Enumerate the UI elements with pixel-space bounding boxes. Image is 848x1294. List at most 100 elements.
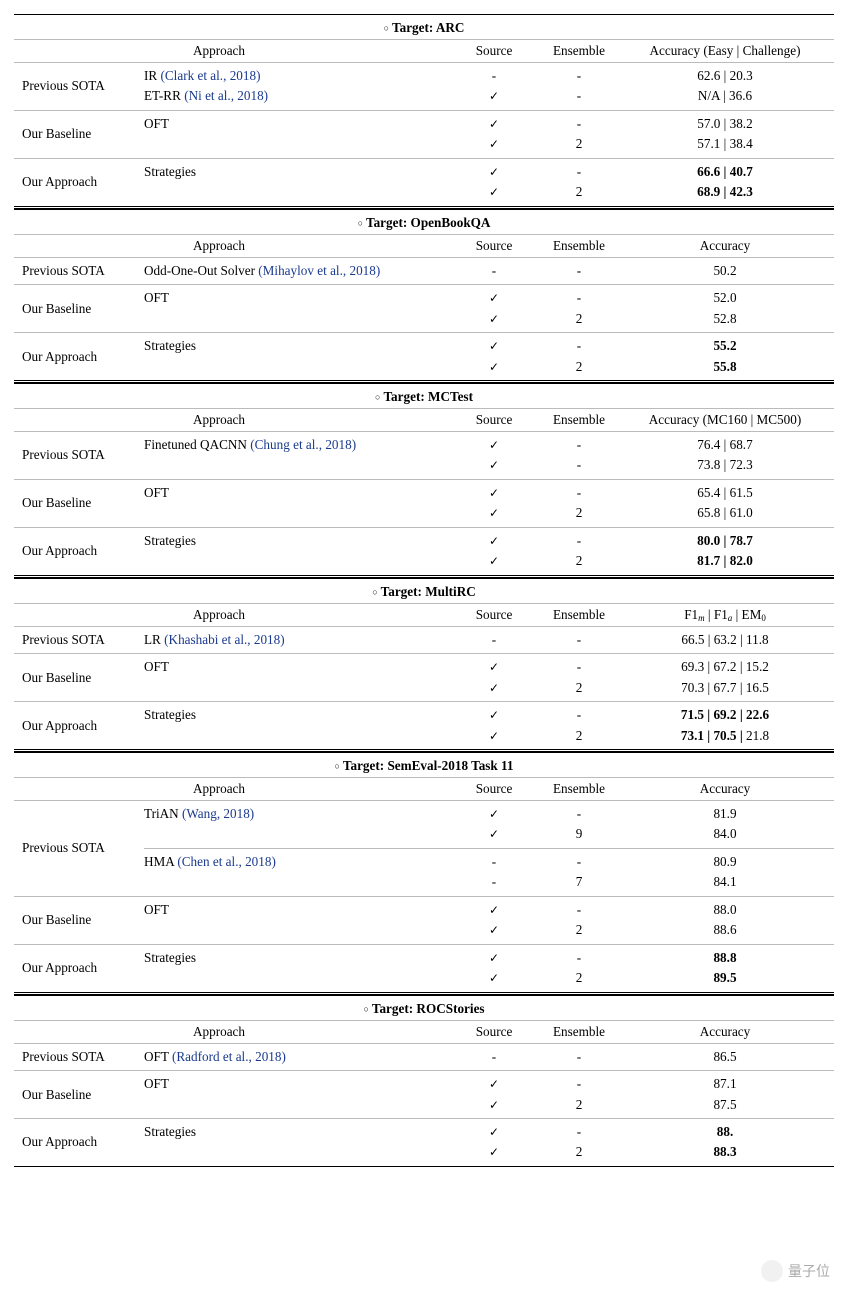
data-row: Strategies✓-88. [144, 1122, 834, 1142]
header-metric: F1m | F1a | EM0 [624, 607, 834, 623]
data-row: OFT✓-52.0 [144, 288, 834, 308]
data-row: ✓289.5 [144, 968, 834, 988]
metric-cell: 84.0 [624, 824, 834, 844]
approach-name: Strategies [144, 338, 196, 353]
ensemble-cell: - [534, 288, 624, 308]
header-source: Source [454, 238, 534, 254]
category-label: Our Approach [14, 349, 144, 365]
table-section: ○Target: MCTestApproachSourceEnsembleAcc… [14, 383, 834, 578]
category-group: Previous SOTAOFT (Radford et al., 2018)-… [14, 1044, 834, 1071]
rows-wrap: OFT✓-57.0 | 38.2✓257.1 | 38.4 [144, 114, 834, 155]
approach-cell: HMA (Chen et al., 2018) [144, 852, 454, 872]
category-group: Previous SOTAOdd-One-Out Solver (Mihaylo… [14, 258, 834, 285]
citation: (Chung et al., 2018) [250, 437, 356, 452]
ensemble-cell: - [534, 86, 624, 106]
source-cell: ✓ [454, 726, 534, 746]
source-cell: ✓ [454, 1142, 534, 1162]
source-cell: ✓ [454, 678, 534, 698]
metric-cell: 50.2 [624, 261, 834, 281]
approach-name: TriAN [144, 806, 182, 821]
header-source: Source [454, 607, 534, 623]
header-approach: Approach [14, 238, 424, 254]
approach-cell: Finetuned QACNN (Chung et al., 2018) [144, 435, 454, 455]
ensemble-cell: 2 [534, 968, 624, 988]
ensemble-cell: - [534, 948, 624, 968]
metric-cell: 57.1 | 38.4 [624, 134, 834, 154]
rows-wrap: IR (Clark et al., 2018)--62.6 | 20.3ET-R… [144, 66, 834, 107]
source-cell: ✓ [454, 551, 534, 571]
approach-cell: Odd-One-Out Solver (Mihaylov et al., 201… [144, 261, 454, 281]
approach-name: HMA [144, 854, 177, 869]
target-header: ○Target: MCTest [14, 383, 834, 408]
citation: (Radford et al., 2018) [172, 1049, 286, 1064]
data-row: Strategies✓-71.5 | 69.2 | 22.6 [144, 705, 834, 725]
category-label: Our Baseline [14, 1087, 144, 1103]
data-row: Odd-One-Out Solver (Mihaylov et al., 201… [144, 261, 834, 281]
rows-wrap: Finetuned QACNN (Chung et al., 2018)✓-76… [144, 435, 834, 476]
data-row: Finetuned QACNN (Chung et al., 2018)✓-76… [144, 435, 834, 455]
data-row: ✓265.8 | 61.0 [144, 503, 834, 523]
category-group: Our ApproachStrategies✓-55.2✓255.8 [14, 333, 834, 383]
category-group: Our BaselineOFT✓-69.3 | 67.2 | 15.2✓270.… [14, 654, 834, 702]
column-headers: ApproachSourceEnsembleAccuracy (MC160 | … [14, 408, 834, 432]
approach-name: Strategies [144, 164, 196, 179]
header-approach: Approach [14, 43, 424, 59]
metric-cell: 81.7 | 82.0 [624, 551, 834, 571]
target-header: ○Target: ROCStories [14, 995, 834, 1020]
data-row: ✓270.3 | 67.7 | 16.5 [144, 678, 834, 698]
table-section: ○Target: ROCStoriesApproachSourceEnsembl… [14, 995, 834, 1167]
citation: (Khashabi et al., 2018) [164, 632, 284, 647]
category-group: Previous SOTAFinetuned QACNN (Chung et a… [14, 432, 834, 480]
target-header: ○Target: OpenBookQA [14, 209, 834, 234]
header-ensemble: Ensemble [534, 43, 624, 59]
header-source: Source [454, 412, 534, 428]
header-metric: Accuracy [624, 781, 834, 797]
approach-name: OFT [144, 1049, 172, 1064]
ensemble-cell: 2 [534, 503, 624, 523]
data-row: Strategies✓-80.0 | 78.7 [144, 531, 834, 551]
header-ensemble: Ensemble [534, 412, 624, 428]
metric-cell: 52.8 [624, 309, 834, 329]
data-row: OFT✓-65.4 | 61.5 [144, 483, 834, 503]
ensemble-cell: - [534, 852, 624, 872]
category-label: Our Baseline [14, 670, 144, 686]
watermark: 量子位 [761, 1260, 830, 1282]
data-row: OFT✓-69.3 | 67.2 | 15.2 [144, 657, 834, 677]
ensemble-cell: - [534, 630, 624, 650]
ensemble-cell: 2 [534, 357, 624, 377]
metric-cell: 52.0 [624, 288, 834, 308]
data-row: IR (Clark et al., 2018)--62.6 | 20.3 [144, 66, 834, 86]
data-row: LR (Khashabi et al., 2018)--66.5 | 63.2 … [144, 630, 834, 650]
metric-cell: 55.2 [624, 336, 834, 356]
source-cell: - [454, 66, 534, 86]
source-cell: ✓ [454, 483, 534, 503]
subgroup: HMA (Chen et al., 2018)--80.9-784.1 [144, 849, 834, 896]
data-row: ✓281.7 | 82.0 [144, 551, 834, 571]
approach-cell: Strategies [144, 948, 454, 968]
approach-name: OFT [144, 902, 169, 917]
data-row: Strategies✓-55.2 [144, 336, 834, 356]
subgroup: TriAN (Wang, 2018)✓-81.9✓984.0 [144, 801, 834, 849]
header-metric: Accuracy [624, 1024, 834, 1040]
approach-name: ET-RR [144, 88, 184, 103]
data-row: ✓-73.8 | 72.3 [144, 455, 834, 475]
table-section: ○Target: SemEval-2018 Task 11ApproachSou… [14, 752, 834, 995]
approach-name: Finetuned QACNN [144, 437, 250, 452]
approach-cell: ET-RR (Ni et al., 2018) [144, 86, 454, 106]
citation: (Wang, 2018) [182, 806, 254, 821]
source-cell: ✓ [454, 503, 534, 523]
approach-cell: OFT [144, 1074, 454, 1094]
source-cell: ✓ [454, 455, 534, 475]
approach-cell: TriAN (Wang, 2018) [144, 804, 454, 824]
ensemble-cell: 2 [534, 134, 624, 154]
approach-cell: OFT [144, 114, 454, 134]
data-row: ✓268.9 | 42.3 [144, 182, 834, 202]
data-row: ET-RR (Ni et al., 2018)✓-N/A | 36.6 [144, 86, 834, 106]
ensemble-cell: - [534, 705, 624, 725]
category-group: Our BaselineOFT✓-65.4 | 61.5✓265.8 | 61.… [14, 480, 834, 528]
data-row: OFT (Radford et al., 2018)--86.5 [144, 1047, 834, 1067]
ensemble-cell: - [534, 1122, 624, 1142]
source-cell: ✓ [454, 357, 534, 377]
metric-cell: 68.9 | 42.3 [624, 182, 834, 202]
rows-wrap: OFT✓-52.0✓252.8 [144, 288, 834, 329]
